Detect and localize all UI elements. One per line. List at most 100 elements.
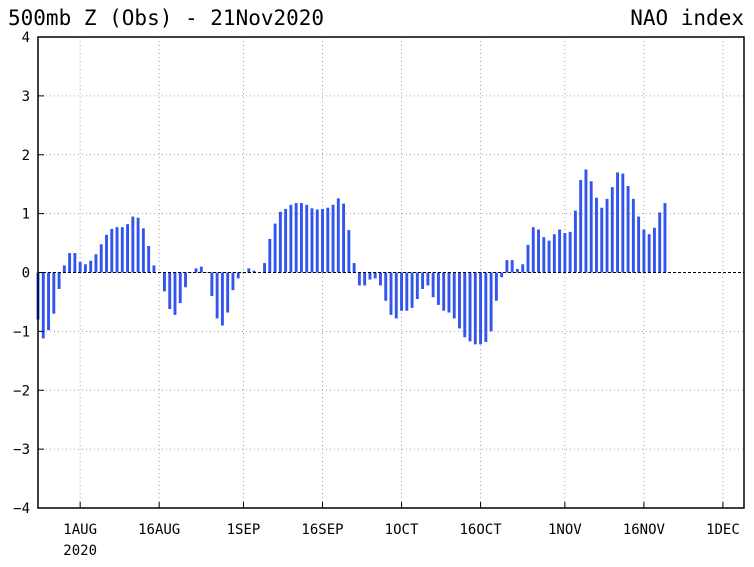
nao-bar (452, 272, 456, 319)
nao-bar (389, 272, 393, 315)
nao-bar (589, 181, 593, 273)
nao-bar (552, 234, 556, 273)
nao-bar (315, 209, 319, 273)
chart-title: 500mb Z (Obs) - 21Nov2020 (8, 6, 324, 30)
nao-bar (468, 272, 472, 342)
nao-bar (595, 197, 598, 273)
nao-bar (168, 272, 172, 309)
x-year-label: 2020 (63, 543, 97, 559)
nao-bar (305, 204, 309, 273)
nao-bar (184, 272, 187, 288)
nao-bar (47, 272, 50, 331)
nao-bar (573, 210, 577, 273)
nao-bar (321, 208, 324, 273)
nao-bar (294, 203, 298, 273)
nao-bar (284, 208, 288, 273)
nao-bar (278, 211, 282, 273)
nao-bar (426, 272, 430, 286)
nao-bar (621, 173, 625, 273)
nao-bar (326, 207, 330, 273)
chart-subtitle: NAO index (630, 6, 744, 30)
nao-bar (484, 272, 488, 342)
nao-bar (563, 233, 567, 273)
x-tick-label: 1DEC (706, 522, 740, 538)
nao-bar (531, 227, 535, 273)
nao-bar (78, 261, 82, 273)
x-tick-label: 1AUG (63, 522, 97, 538)
nao-bar (463, 272, 467, 338)
nao-bar (494, 272, 498, 301)
nao-bar (62, 265, 66, 273)
y-tick-label: 3 (22, 89, 30, 105)
nao-bar (431, 272, 435, 298)
y-tick-label: −3 (13, 442, 30, 458)
y-tick-label: −4 (13, 501, 30, 517)
nao-bar (368, 272, 372, 280)
nao-bar (336, 198, 340, 273)
y-tick-label: −2 (13, 383, 30, 399)
y-tick-label: −1 (13, 324, 30, 340)
nao-bar (421, 272, 425, 289)
nao-bar (152, 265, 156, 273)
nao-bar (605, 198, 609, 273)
bar-series (36, 169, 667, 345)
nao-bar (647, 234, 651, 273)
nao-bar (489, 272, 493, 332)
nao-bar (584, 169, 588, 273)
nao-bar (479, 272, 483, 345)
grid-lines (38, 37, 744, 508)
nao-bar (415, 272, 419, 299)
nao-bar (537, 229, 540, 273)
nao-bar (384, 272, 388, 301)
x-tick-label: 1SEP (227, 522, 261, 538)
nao-bar (68, 253, 72, 273)
nao-bar (610, 187, 614, 273)
nao-bar (658, 212, 662, 273)
nao-bar (126, 224, 130, 273)
nao-bar (52, 272, 56, 314)
nao-bar (373, 272, 377, 279)
nao-bar (663, 203, 667, 273)
nao-bar (41, 272, 45, 339)
nao-bar (147, 246, 151, 273)
x-tick-label: 16OCT (459, 522, 502, 538)
nao-bar (547, 240, 551, 273)
x-tick-label: 16NOV (623, 522, 666, 538)
nao-bar (568, 231, 572, 273)
nao-bar (510, 260, 514, 273)
nao-bar (299, 203, 303, 273)
nao-bar (215, 272, 219, 319)
nao-bar (505, 260, 509, 273)
nao-bar (57, 272, 61, 289)
nao-bar (558, 229, 562, 273)
nao-bar (289, 204, 293, 273)
nao-bar (379, 272, 382, 286)
x-tick-label: 16SEP (301, 522, 343, 538)
nao-bar (357, 272, 361, 286)
nao-bar (220, 272, 224, 326)
nao-bar (89, 260, 93, 273)
nao-bar (526, 244, 530, 273)
nao-bar (263, 263, 266, 273)
nao-bar (400, 272, 403, 311)
nao-bar (405, 272, 409, 311)
nao-bar (205, 272, 209, 273)
nao-bar (115, 227, 119, 273)
nao-bar (105, 234, 108, 273)
nao-bar (652, 227, 656, 273)
nao-bar (631, 198, 635, 273)
nao-bar (473, 272, 477, 345)
nao-bar (442, 272, 446, 311)
nao-bar (363, 272, 367, 286)
nao-bar (447, 272, 451, 313)
nao-bar (226, 272, 230, 313)
y-tick-label: 1 (22, 207, 30, 223)
nao-bar (342, 203, 346, 273)
nao-bar (173, 272, 177, 315)
nao-bar (516, 268, 519, 273)
nao-bar (458, 272, 461, 329)
nao-bar (94, 254, 98, 273)
nao-bar (616, 172, 619, 273)
y-axis-ticks: 4 3 2 1 0 −1 −2 −3 −4 (13, 30, 44, 517)
